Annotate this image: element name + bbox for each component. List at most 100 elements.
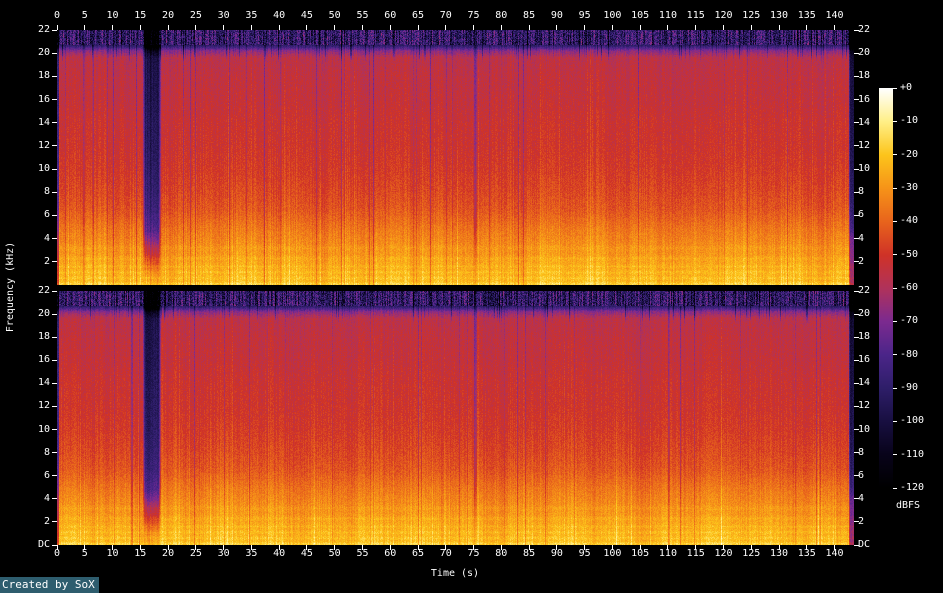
frequency-tick-label: 18 [858, 70, 871, 82]
time-tick-mark [389, 25, 391, 30]
frequency-tick-label: 2 [858, 255, 865, 267]
frequency-tick-mark [854, 521, 859, 523]
frequency-tick-label: 4 [858, 492, 865, 504]
time-tick-label: 65 [411, 10, 425, 21]
time-tick-label: 105 [631, 548, 650, 559]
time-tick-label: 30 [217, 548, 230, 559]
time-tick-mark [556, 545, 558, 550]
colorbar-tick-mark [893, 487, 897, 489]
time-tick-label: 130 [769, 10, 789, 21]
time-tick-mark [778, 545, 780, 550]
frequency-tick-label: 6 [858, 209, 865, 221]
time-tick-label: 110 [658, 10, 677, 21]
time-tick-label: 90 [550, 10, 563, 21]
time-tick-label: 50 [328, 10, 341, 21]
frequency-tick-label: 16 [858, 93, 871, 105]
time-tick-mark [361, 25, 363, 30]
time-tick-label: 60 [384, 10, 397, 21]
frequency-tick-label: DC [37, 539, 50, 550]
frequency-tick-mark [52, 238, 57, 240]
frequency-tick-mark [52, 405, 57, 407]
time-tick-label: 130 [769, 548, 789, 559]
colorbar-tick-label: -110 [900, 448, 925, 460]
frequency-tick-mark [52, 544, 57, 546]
colorbar-tick-label: -70 [900, 315, 919, 327]
time-tick-label: 135 [797, 548, 816, 559]
time-tick-label: 15 [134, 10, 147, 21]
spectrogram-channel-1 [57, 30, 854, 285]
time-tick-label: 95 [578, 10, 591, 21]
frequency-tick-label: 12 [858, 400, 871, 412]
colorbar-title: dBFS [896, 500, 921, 511]
time-tick-mark [223, 545, 225, 550]
time-tick-mark [167, 545, 169, 550]
frequency-tick-label: 10 [37, 163, 50, 175]
time-tick-mark [778, 25, 780, 30]
colorbar-tick-mark [893, 220, 897, 222]
time-tick-mark [445, 25, 447, 30]
time-tick-label: 50 [328, 548, 341, 559]
frequency-tick-mark [854, 359, 859, 361]
colorbar-tick-label: -80 [900, 348, 919, 360]
frequency-tick-label: 22 [858, 24, 871, 35]
colorbar-tick-mark [893, 120, 897, 122]
frequency-tick-label: 8 [43, 186, 50, 198]
frequency-tick-label: 16 [858, 354, 871, 366]
frequency-tick-label: 12 [858, 139, 871, 151]
time-tick-label: 95 [578, 548, 591, 559]
time-tick-mark [500, 545, 502, 550]
time-tick-mark [84, 25, 86, 30]
colorbar-tick-label: -120 [900, 482, 925, 493]
time-tick-label: 115 [686, 10, 705, 21]
frequency-tick-mark [52, 168, 57, 170]
time-tick-mark [334, 25, 336, 30]
x-axis-title: Time (s) [430, 568, 480, 579]
frequency-tick-label: 2 [43, 515, 50, 527]
frequency-tick-mark [52, 498, 57, 500]
time-tick-mark [584, 25, 586, 30]
frequency-tick-mark [854, 290, 859, 292]
time-tick-label: 140 [825, 548, 844, 559]
frequency-tick-mark [854, 168, 859, 170]
time-tick-mark [611, 545, 613, 550]
time-tick-label: 65 [411, 548, 425, 559]
time-tick-label: 85 [523, 548, 536, 559]
colorbar-tick-mark [893, 454, 897, 456]
frequency-tick-mark [854, 429, 859, 431]
frequency-tick-mark [52, 429, 57, 431]
frequency-tick-mark [52, 452, 57, 454]
time-tick-label: 125 [742, 10, 761, 21]
time-tick-label: 140 [825, 10, 844, 21]
sox-credit: Created by SoX [0, 577, 99, 593]
time-tick-mark [639, 25, 641, 30]
time-tick-mark [806, 25, 808, 30]
time-tick-mark [611, 25, 613, 30]
time-tick-mark [306, 25, 308, 30]
time-tick-mark [806, 545, 808, 550]
time-tick-label: 125 [742, 548, 761, 559]
frequency-tick-label: 12 [37, 139, 50, 151]
frequency-tick-label: 22 [37, 285, 50, 296]
time-tick-mark [750, 545, 752, 550]
time-tick-mark [278, 545, 280, 550]
time-tick-mark [278, 25, 280, 30]
frequency-tick-mark [854, 452, 859, 454]
time-tick-label: 25 [189, 548, 202, 559]
frequency-tick-mark [854, 382, 859, 384]
colorbar-tick-label: -50 [900, 248, 919, 260]
time-tick-mark [56, 25, 58, 30]
colorbar-tick-mark [893, 187, 897, 189]
frequency-tick-label: DC [858, 539, 871, 550]
frequency-tick-label: 14 [858, 116, 871, 128]
time-tick-label: 120 [714, 548, 733, 559]
time-tick-mark [667, 545, 669, 550]
time-tick-label: 70 [439, 10, 452, 21]
time-tick-mark [584, 545, 586, 550]
colorbar-tick-label: +0 [900, 82, 913, 93]
frequency-tick-mark [52, 29, 57, 31]
time-tick-mark [695, 25, 697, 30]
time-tick-mark [556, 25, 558, 30]
colorbar-tick-label: -40 [900, 215, 919, 227]
colorbar-tick-mark [893, 354, 897, 356]
